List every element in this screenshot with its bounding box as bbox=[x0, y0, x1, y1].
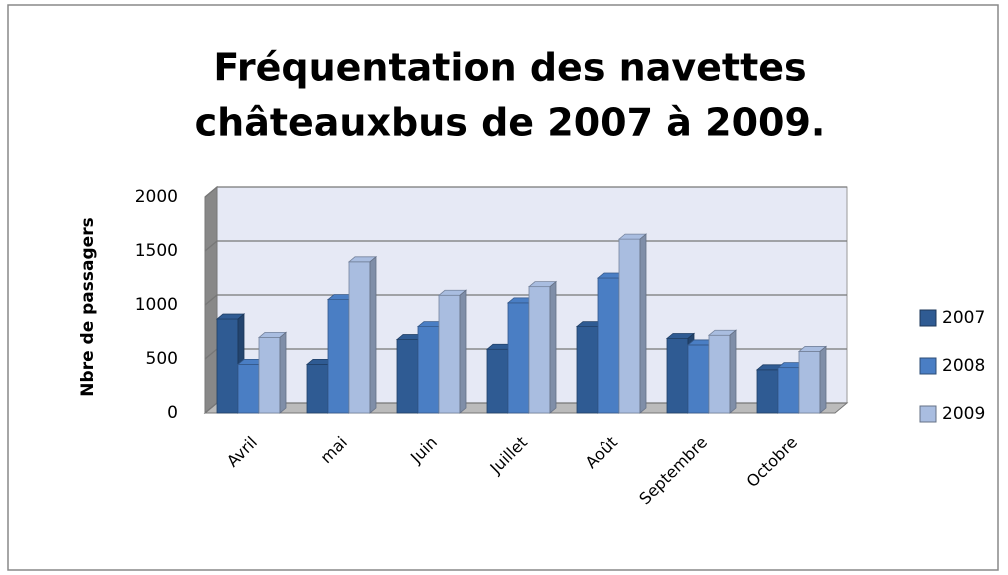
bar bbox=[258, 336, 281, 414]
bar-side bbox=[819, 345, 827, 414]
bar bbox=[708, 334, 731, 414]
bar bbox=[348, 261, 371, 414]
bar-side bbox=[459, 289, 467, 414]
bar-side bbox=[639, 233, 647, 414]
legend-swatch bbox=[919, 309, 937, 327]
chart-title: Fréquentation des navettes bbox=[213, 46, 806, 90]
bar-side bbox=[279, 331, 287, 414]
bar bbox=[486, 348, 509, 414]
legend-label: 2007 bbox=[942, 308, 985, 328]
bar bbox=[396, 339, 419, 414]
bar bbox=[756, 369, 779, 414]
bar bbox=[507, 302, 530, 414]
bar bbox=[798, 351, 821, 414]
legend-label: 2008 bbox=[942, 356, 985, 376]
legend-label: 2009 bbox=[942, 404, 985, 424]
bar bbox=[666, 338, 689, 414]
bar bbox=[597, 277, 620, 414]
bar bbox=[576, 326, 599, 414]
y-axis-label: Nbre de passagers bbox=[78, 217, 98, 396]
grid-line bbox=[204, 186, 847, 198]
bar-side bbox=[369, 255, 377, 414]
bar bbox=[216, 318, 239, 414]
bar bbox=[438, 294, 461, 414]
bar-side bbox=[549, 280, 557, 414]
legend-swatch bbox=[919, 357, 937, 375]
bar bbox=[237, 363, 260, 414]
bar bbox=[417, 326, 440, 414]
chart-subtitle: châteauxbus de 2007 à 2009. bbox=[195, 101, 826, 145]
y-tick-label: 1000 bbox=[135, 295, 178, 315]
bar bbox=[777, 367, 800, 414]
y-tick-label: 1500 bbox=[135, 241, 178, 261]
legend-swatch bbox=[919, 405, 937, 423]
bar-side bbox=[729, 329, 737, 414]
y-tick-label: 500 bbox=[146, 349, 178, 369]
y-tick-label: 2000 bbox=[135, 187, 178, 207]
bar bbox=[618, 238, 641, 414]
y-tick-label: 0 bbox=[167, 403, 178, 423]
bar bbox=[306, 363, 329, 414]
bar bbox=[327, 299, 350, 414]
bar bbox=[687, 344, 710, 414]
bar bbox=[528, 286, 551, 414]
